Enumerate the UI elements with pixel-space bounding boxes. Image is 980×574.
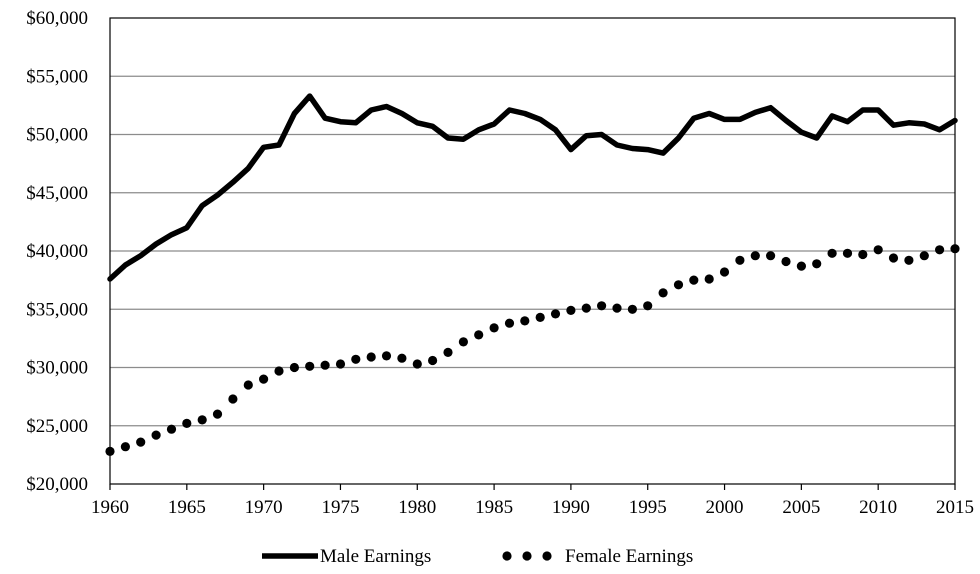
female-earnings-point: [474, 330, 484, 340]
female-earnings-point: [351, 354, 361, 364]
female-earnings-point: [627, 304, 638, 314]
legend-male-label: Male Earnings: [320, 546, 431, 567]
plot-area-frame: [109, 17, 956, 485]
y-tick-label: $25,000: [26, 416, 88, 437]
female-earnings-point: [658, 288, 668, 298]
female-earnings-point: [136, 437, 146, 447]
female-earnings-point: [120, 442, 130, 452]
female-earnings-point: [412, 359, 422, 369]
female-earnings-point: [197, 415, 207, 425]
female-earnings-point: [212, 409, 223, 419]
female-earnings-point: [719, 267, 730, 277]
female-earnings-point: [366, 352, 376, 362]
y-tick-label: $30,000: [26, 358, 88, 379]
female-earnings-point: [689, 275, 699, 285]
female-earnings-point: [612, 303, 622, 313]
legend: Male Earnings Female Earnings: [262, 546, 693, 567]
legend-female-dot: [522, 551, 532, 561]
female-earnings-point: [581, 303, 591, 313]
female-earnings-point: [381, 351, 392, 361]
female-earnings-point: [873, 245, 883, 255]
female-earnings-point: [796, 261, 807, 271]
female-earnings-point: [289, 362, 299, 373]
x-axis-tick-labels: 1960 1965 1970 1975 1980 1985 1990 1995 2000 2005…: [91, 484, 974, 518]
female-earnings-point: [781, 256, 791, 267]
female-earnings-point: [904, 255, 914, 265]
female-earnings-point: [274, 366, 284, 376]
female-earnings-point: [888, 253, 899, 263]
female-earnings-point: [643, 301, 653, 311]
x-tick-label: 1990: [552, 497, 590, 518]
y-tick-label: $40,000: [26, 241, 88, 262]
y-axis-tick-labels: $20,000 $25,000 $30,000 $35,000 $40,000 $45,0…: [26, 8, 88, 495]
x-tick-label: 1965: [168, 497, 206, 518]
x-tick-label: 1995: [629, 497, 667, 518]
female-earnings-point: [858, 249, 868, 260]
female-earnings-point: [458, 337, 468, 347]
x-tick-label: 1980: [398, 497, 436, 518]
female-earnings-point: [182, 418, 192, 428]
female-earnings-point: [166, 424, 177, 434]
female-earnings-point: [397, 353, 407, 363]
female-earnings-point: [935, 245, 945, 255]
female-earnings-point: [842, 248, 853, 258]
female-earnings-point: [428, 355, 438, 366]
female-earnings-point: [673, 280, 684, 290]
female-earnings-point: [489, 323, 499, 333]
female-earnings-point: [704, 274, 714, 284]
x-tick-label: 2015: [936, 497, 974, 518]
male-earnings-line: [107, 93, 958, 282]
female-earnings-point: [766, 251, 776, 261]
y-tick-label: $60,000: [26, 8, 88, 29]
female-earnings-point: [151, 430, 161, 440]
y-tick-label: $35,000: [26, 299, 88, 320]
legend-female-dot: [502, 551, 512, 561]
female-earnings-point: [504, 318, 515, 328]
female-earnings-point: [243, 380, 253, 390]
female-earnings-point: [812, 259, 822, 269]
female-earnings-point: [443, 347, 453, 357]
gridlines: [110, 75, 955, 427]
female-earnings-point: [735, 255, 745, 265]
female-earnings-point: [750, 251, 760, 261]
female-earnings-point: [827, 248, 837, 258]
female-earnings-point: [335, 359, 346, 369]
x-tick-label: 2010: [859, 497, 897, 518]
legend-female-label: Female Earnings: [565, 546, 693, 567]
y-tick-label: $50,000: [26, 125, 88, 146]
female-earnings-point: [919, 251, 929, 261]
female-earnings-point: [259, 374, 269, 384]
y-tick-label: $20,000: [26, 474, 88, 495]
female-earnings-point: [566, 305, 576, 315]
y-tick-label: $45,000: [26, 183, 88, 204]
legend-female-dot: [542, 551, 552, 561]
series-layer: [105, 93, 960, 456]
female-earnings-point: [320, 360, 330, 370]
x-tick-label: 1975: [321, 497, 359, 518]
y-tick-label: $55,000: [26, 66, 88, 87]
x-tick-label: 1985: [475, 497, 513, 518]
legend-female-swatch: [502, 551, 552, 561]
x-tick-label: 2005: [782, 497, 820, 518]
female-earnings-point: [597, 301, 607, 311]
x-tick-label: 1960: [91, 497, 129, 518]
female-earnings-point: [520, 316, 530, 326]
x-tick-label: 2000: [706, 497, 744, 518]
female-earnings-point: [550, 309, 561, 319]
female-earnings-point: [535, 312, 545, 322]
female-earnings-point: [305, 361, 315, 371]
x-tick-label: 1970: [245, 497, 283, 518]
female-earnings-point: [228, 394, 238, 404]
